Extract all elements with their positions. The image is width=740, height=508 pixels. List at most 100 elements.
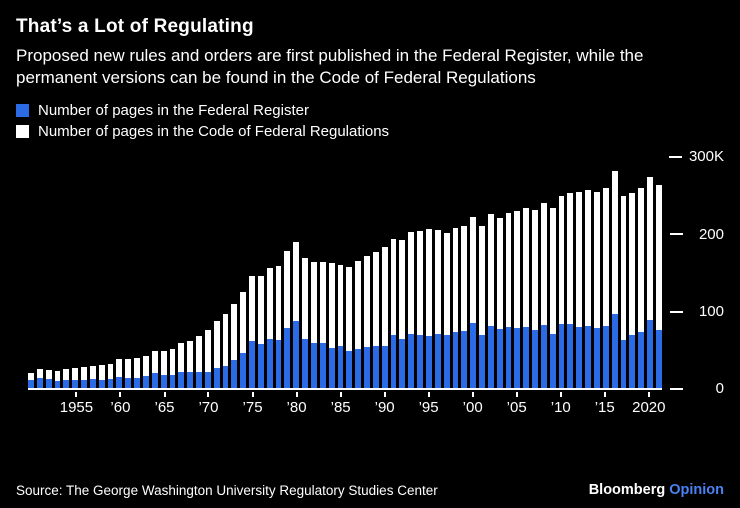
bar-segment [620,340,627,388]
bar-2010 [558,195,565,388]
bar-segment [655,330,662,388]
bar-segment [443,334,450,388]
x-axis-tick-1990 [383,391,386,397]
bar-segment [319,261,326,344]
bar-segment [319,343,326,388]
bar-segment [275,266,282,341]
bar-segment [638,187,645,332]
x-axis-label-2000: ’00 [462,398,483,416]
bar-segment [169,349,176,375]
bar-segment [328,262,335,349]
y-tick-dash [668,155,682,158]
bar-segment [302,338,308,388]
bar-segment [558,323,565,388]
bar-segment [28,372,34,381]
y-axis-tick-300: 300K [664,148,724,166]
bar-segment [479,226,485,336]
bar-segment [266,267,273,339]
bar-2011 [567,193,574,388]
bar-segment [125,377,132,388]
bar-2007 [532,209,538,388]
bar-2006 [523,207,530,388]
bar-segment [328,348,335,388]
x-axis-label-1965: ’65 [154,398,175,416]
legend-item-cfr: Number of pages in the Code of Federal R… [16,123,724,140]
bar-1978 [275,266,282,388]
bar-segment [36,369,43,378]
bar-segment [629,335,636,388]
bar-1973 [231,303,238,388]
y-tick-dash [670,233,683,236]
x-axis-label-2015: ’15 [594,398,615,416]
x-axis-label-1995: ’95 [418,398,439,416]
x-axis-tick-1975 [251,391,254,397]
bar-2009 [549,207,556,388]
bar-segment [514,210,521,328]
bar-1993 [408,231,415,388]
bar-1952 [45,369,52,388]
bar-2003 [496,217,503,388]
bar-segment [240,352,247,388]
bar-segment [567,193,574,325]
y-tick-label: 100 [698,303,724,321]
bar-2008 [540,203,547,388]
x-axis-label-1985: ’85 [330,398,351,416]
bar-segment [54,370,61,381]
bar-segment [425,335,432,388]
legend-label-federal-register: Number of pages in the Federal Register [38,101,309,119]
legend: Number of pages in the Federal Register … [16,102,724,140]
bar-segment [249,275,255,342]
legend-item-federal-register: Number of pages in the Federal Register [16,102,724,119]
bar-1961 [125,359,132,388]
bar-1997 [443,233,450,388]
chart-subtitle: Proposed new rules and orders are first … [16,46,644,88]
bar-segment [337,346,344,388]
bar-2001 [479,226,485,388]
bar-segment [585,325,591,388]
bar-1964 [151,350,158,388]
bar-segment [151,372,158,388]
bar-segment [549,207,556,334]
bar-segment [532,209,538,331]
bar-segment [399,339,406,388]
bar-segment [204,329,211,373]
bar-segment [452,227,459,332]
bar-segment [576,326,583,388]
bar-segment [496,217,503,330]
x-axis-tick-1960 [119,391,122,397]
bar-segment [63,380,70,388]
bar-1986 [346,266,353,388]
bar-segment [98,379,105,388]
bar-2016 [611,170,618,388]
bar-segment [594,327,600,388]
bar-2000 [470,216,477,388]
y-tick-dash [670,310,683,313]
bar-segment [346,351,353,388]
bar-1996 [434,230,441,388]
bar-segment [594,191,600,328]
opinion-wordmark: Opinion [669,482,724,498]
bar-segment [257,343,264,388]
bar-segment [514,327,521,388]
bar-1962 [134,357,140,388]
bar-segment [567,324,574,388]
bar-segment [647,320,653,388]
bar-segment [647,176,653,321]
bar-1992 [399,239,406,388]
bar-segment [98,365,105,380]
bar-segment [620,196,627,341]
bar-segment [28,380,34,388]
x-axis-label-1970: ’70 [198,398,219,416]
bar-1983 [319,261,326,388]
bar-segment [81,379,87,388]
bar-segment [470,323,477,388]
bar-segment [293,320,300,388]
bar-segment [611,170,618,314]
bar-segment [434,230,441,335]
bar-segment [116,359,123,377]
bar-segment [399,239,406,340]
bar-segment [496,329,503,388]
bar-segment [505,212,512,327]
bar-segment [142,355,149,377]
bar-segment [443,233,450,335]
